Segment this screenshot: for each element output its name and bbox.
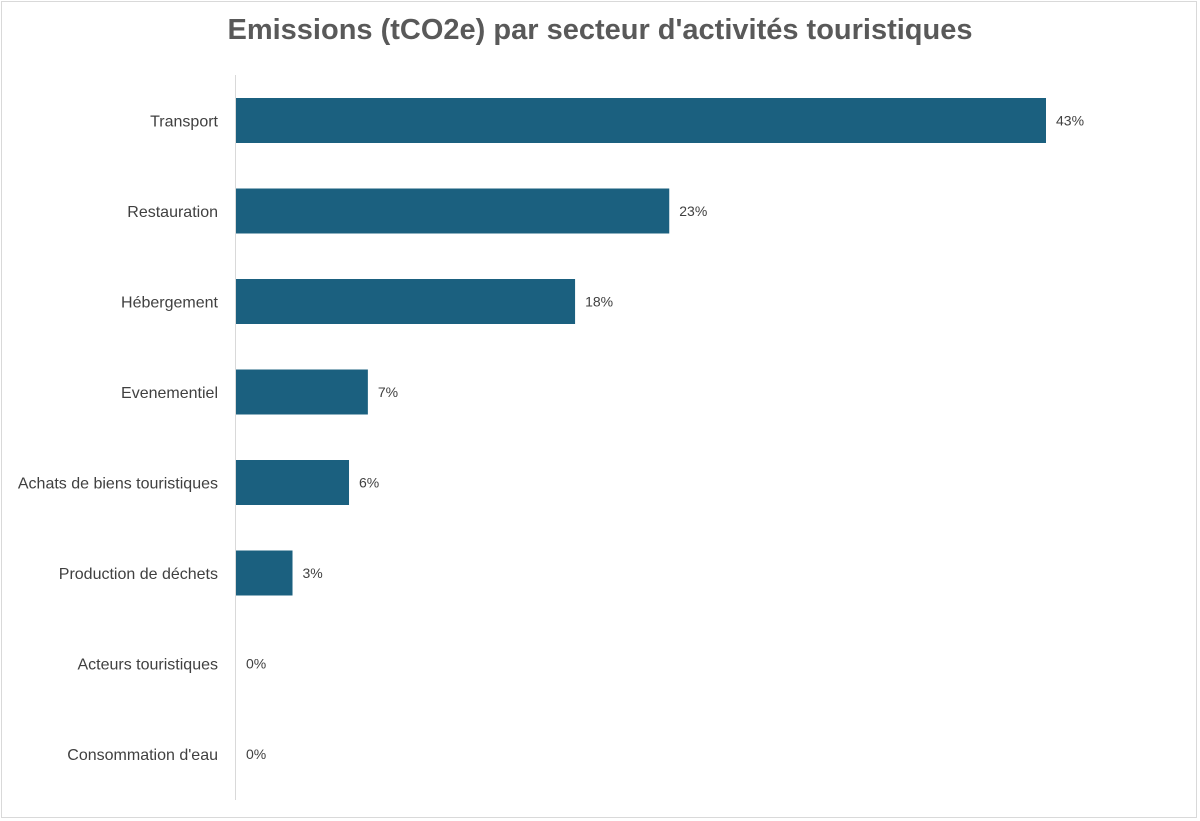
bar bbox=[236, 550, 293, 596]
category-label: Production de déchets bbox=[59, 566, 218, 583]
category-label: Hébergement bbox=[121, 295, 219, 312]
category-label: Acteurs touristiques bbox=[77, 657, 218, 674]
data-label: 6% bbox=[359, 475, 379, 491]
bar bbox=[236, 369, 368, 415]
bar bbox=[236, 188, 670, 234]
data-label: 18% bbox=[585, 294, 613, 310]
data-label: 7% bbox=[378, 384, 398, 400]
category-label: Restauration bbox=[127, 204, 218, 221]
data-label: 3% bbox=[303, 565, 323, 581]
data-label: 43% bbox=[1056, 113, 1084, 129]
data-label: 0% bbox=[246, 746, 266, 762]
chart-title: Emissions (tCO2e) par secteur d'activité… bbox=[227, 14, 973, 46]
category-label: Transport bbox=[150, 114, 218, 131]
category-label: Achats de biens touristiques bbox=[18, 476, 218, 493]
category-label: Evenementiel bbox=[121, 385, 218, 402]
bars-group: Transport 43% Restauration 23% Hébergement 18… bbox=[18, 98, 1084, 764]
data-label: 0% bbox=[246, 656, 266, 672]
data-label: 23% bbox=[679, 203, 707, 219]
bar bbox=[236, 98, 1046, 143]
bar bbox=[236, 279, 576, 324]
bar bbox=[236, 460, 350, 505]
category-label: Consommation d'eau bbox=[67, 747, 218, 764]
